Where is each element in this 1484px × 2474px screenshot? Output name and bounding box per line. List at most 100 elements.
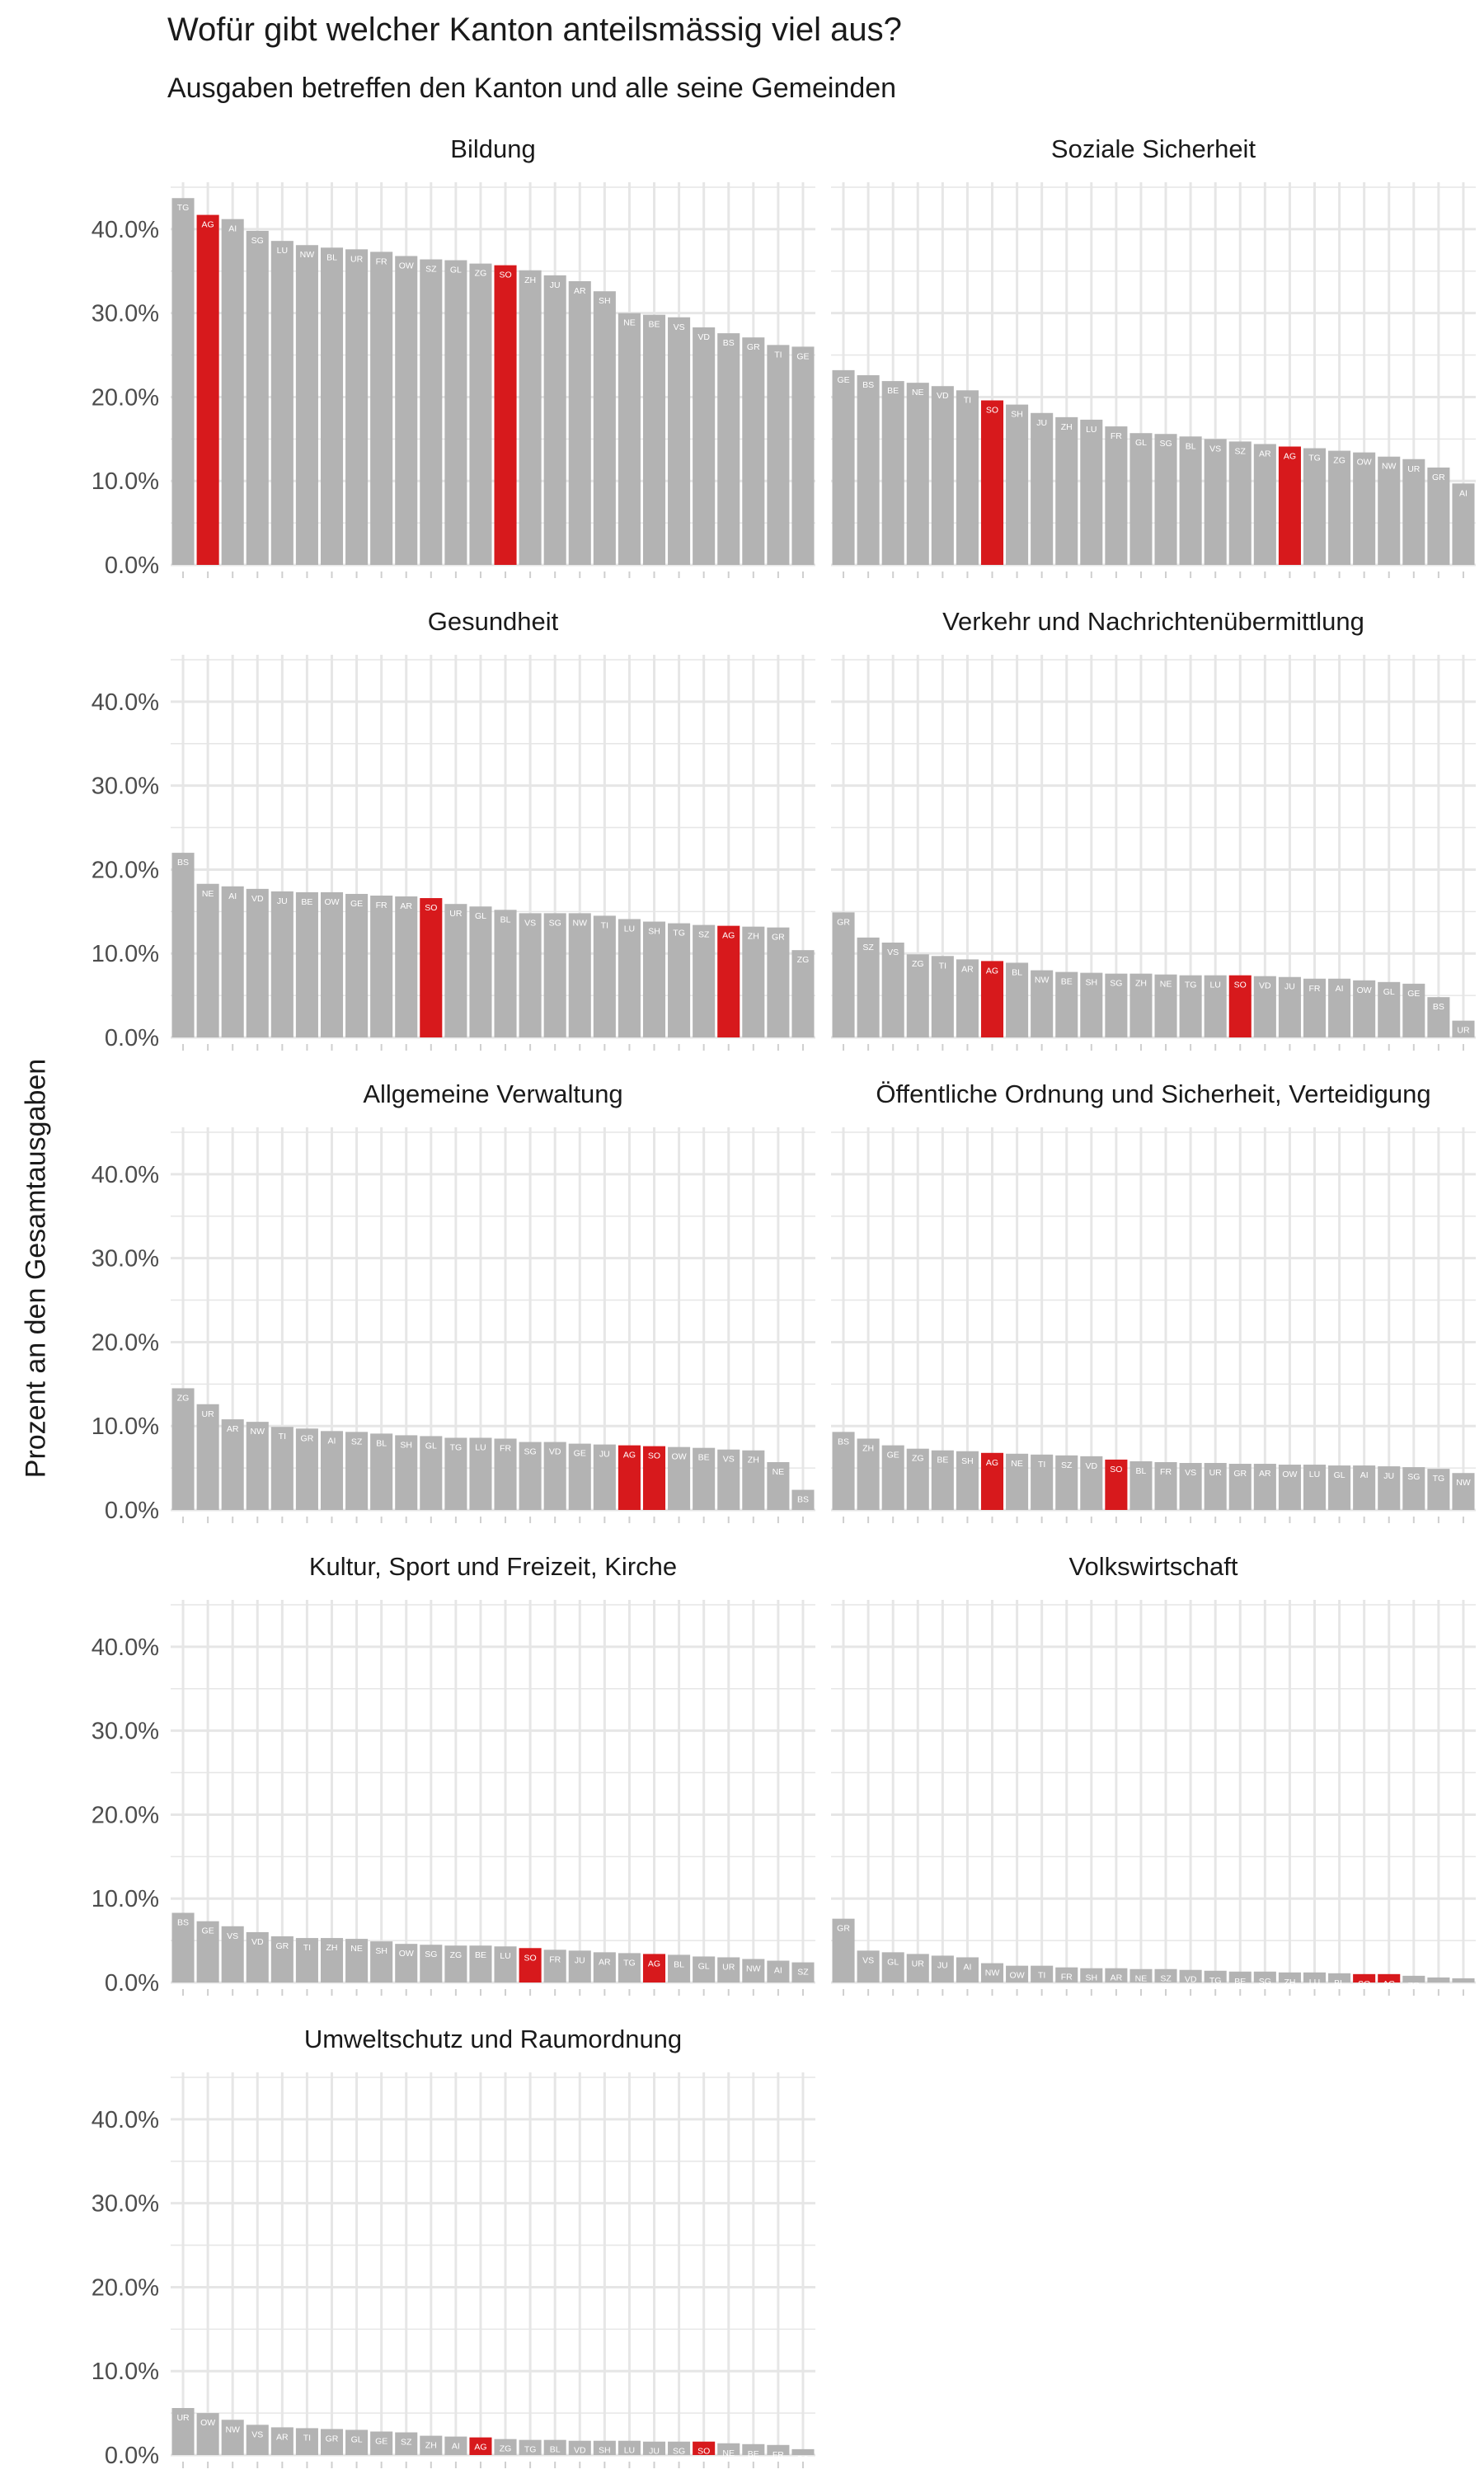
bar-label: AG bbox=[1284, 451, 1296, 461]
bar-label: NE bbox=[350, 1944, 363, 1954]
bar-label: GL bbox=[475, 911, 486, 921]
y-tick-label: 20.0% bbox=[92, 1802, 159, 1828]
bar-label: AG bbox=[623, 1451, 636, 1460]
facet-title: Soziale Sicherheit bbox=[1051, 134, 1256, 163]
bar-label: VS bbox=[1209, 444, 1221, 454]
bar-label: GE bbox=[1407, 989, 1420, 999]
bar-zh bbox=[1278, 1972, 1301, 1982]
bar-label: AI bbox=[774, 1966, 782, 1976]
bar-lu bbox=[618, 2440, 641, 2455]
bar-bs bbox=[171, 1912, 195, 1982]
bar-ti bbox=[1031, 1965, 1054, 1982]
bar-bl bbox=[370, 1433, 393, 1510]
bar-tg bbox=[444, 1437, 467, 1510]
bar-ne bbox=[1154, 974, 1177, 1037]
bar-vs bbox=[857, 1950, 880, 1982]
bar-sz bbox=[395, 2432, 418, 2455]
bar-lu bbox=[1204, 975, 1227, 1037]
bar-label: TG bbox=[1433, 1474, 1445, 1484]
bar-ar bbox=[221, 1419, 244, 1510]
bar-label: AI bbox=[1360, 1470, 1369, 1480]
y-tick-label: 0.0% bbox=[105, 2443, 159, 2469]
bar-ju bbox=[1031, 412, 1054, 565]
y-tick-label: 30.0% bbox=[92, 774, 159, 800]
bar-label: TI bbox=[774, 350, 782, 360]
bar-label: OW bbox=[1357, 985, 1372, 995]
bar-ti bbox=[270, 1427, 294, 1510]
bar-bl bbox=[1328, 1973, 1351, 1982]
bar-fr bbox=[1303, 978, 1327, 1037]
bar-label: SG bbox=[1159, 439, 1172, 449]
y-tick-label: 0.0% bbox=[105, 553, 159, 579]
bar-vs bbox=[668, 317, 691, 565]
bar-fr bbox=[370, 896, 393, 1037]
bar-vd bbox=[931, 386, 954, 565]
bar-ge bbox=[196, 1921, 219, 1982]
bar-label: OW bbox=[324, 897, 339, 907]
bar-be bbox=[693, 1447, 716, 1510]
y-tick-label: 0.0% bbox=[105, 1498, 159, 1524]
bar-zh bbox=[420, 2435, 443, 2455]
bar-ow bbox=[395, 1944, 418, 1982]
bar-nw bbox=[295, 245, 318, 565]
bar-label: TG bbox=[1185, 981, 1197, 990]
bar-tg bbox=[668, 923, 691, 1037]
bar-gr bbox=[1228, 1464, 1252, 1510]
bar-label: TI bbox=[939, 961, 946, 971]
bar-label: VD bbox=[251, 1937, 264, 1947]
bar-nw bbox=[980, 1963, 1004, 1982]
bar-vd bbox=[1253, 976, 1276, 1037]
bar-label: ZH bbox=[1135, 979, 1147, 989]
bar-label: TI bbox=[1038, 1971, 1045, 1981]
bar-sz bbox=[791, 1962, 815, 1982]
bar-label: VD bbox=[937, 391, 949, 401]
bar-sz bbox=[1228, 441, 1252, 565]
bar-ge bbox=[345, 893, 369, 1037]
bar-label: AI bbox=[328, 1436, 336, 1446]
bar-label: NW bbox=[225, 2425, 240, 2434]
bar-label: UR bbox=[1407, 464, 1421, 474]
bar-ju bbox=[1378, 1466, 1401, 1510]
bar-label: SO bbox=[697, 2447, 710, 2457]
bar-label: GR bbox=[1432, 473, 1445, 482]
bar-fr bbox=[1055, 1967, 1078, 1982]
y-tick-label: 20.0% bbox=[92, 2274, 159, 2301]
bar-label: UR bbox=[176, 2413, 190, 2423]
bar-label: AR bbox=[599, 1957, 611, 1967]
bar-nw bbox=[221, 2420, 244, 2455]
bar-ai bbox=[1328, 978, 1351, 1037]
bar-sg bbox=[668, 2441, 691, 2455]
bar-tg bbox=[1427, 1469, 1450, 1510]
bar-label: OW bbox=[399, 1949, 414, 1959]
bar-label: AG bbox=[202, 220, 214, 230]
bar-fr bbox=[370, 252, 393, 565]
bar-so bbox=[494, 265, 517, 565]
bar-label: LU bbox=[1086, 425, 1097, 435]
y-tick-label: 40.0% bbox=[92, 1634, 159, 1661]
bar-ge bbox=[832, 369, 855, 565]
bar-label: SH bbox=[375, 1946, 387, 1956]
bar-label: GR bbox=[747, 342, 760, 352]
bar-label: AG bbox=[1383, 1979, 1395, 1989]
bar-label: GE bbox=[887, 1451, 899, 1460]
bar-label: BS bbox=[723, 338, 735, 348]
bar-vd bbox=[568, 2440, 591, 2455]
bar-ai bbox=[221, 886, 244, 1037]
facet-title: Öffentliche Ordnung und Sicherheit, Vert… bbox=[876, 1079, 1430, 1108]
bar-label: FR bbox=[549, 1954, 561, 1964]
bar-ar bbox=[1253, 1464, 1276, 1510]
bar-label: SO bbox=[1358, 1979, 1370, 1989]
bar-tg bbox=[519, 2439, 542, 2455]
y-tick-label: 40.0% bbox=[92, 1162, 159, 1188]
bar-label: BE bbox=[648, 320, 660, 330]
bar-label: ZG bbox=[500, 2444, 512, 2454]
bar-zh bbox=[742, 926, 765, 1037]
bar-label: GR bbox=[837, 917, 850, 927]
bar-ai bbox=[320, 1431, 344, 1510]
bar-label: TG bbox=[1209, 1976, 1222, 1986]
bar-label: ZG bbox=[1333, 456, 1345, 466]
facet-panel: Allgemeine Verwaltung 0.0% 10.0% 20.0% 30.0%… bbox=[92, 1079, 815, 1524]
bar-label: GL bbox=[698, 1961, 710, 1971]
y-tick-label: 10.0% bbox=[92, 2359, 159, 2385]
bar-label: BL bbox=[376, 1438, 387, 1448]
